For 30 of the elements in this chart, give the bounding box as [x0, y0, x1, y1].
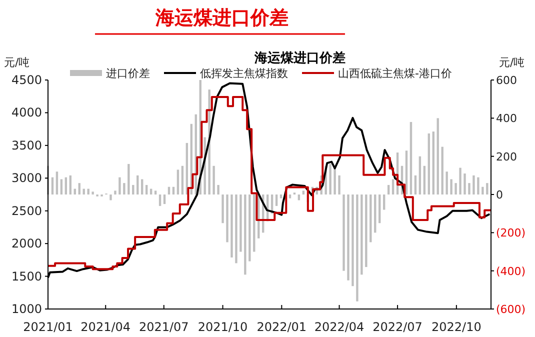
y2-tick-label: (400): [496, 264, 526, 278]
y2-tick-label: 400: [496, 112, 517, 126]
legend-label: 山西低硫主焦煤-港口价: [338, 67, 452, 80]
x-tick-label: 2022/04: [314, 320, 364, 334]
y-tick-label: 2500: [11, 204, 42, 218]
y2-tick-label: 600: [496, 74, 517, 87]
y-tick-label: 4000: [11, 106, 42, 120]
y-axis-title: 元/吨: [4, 56, 30, 69]
chart-subtitle: 海运煤进口价差: [254, 50, 346, 66]
y2-tick-label: (200): [496, 226, 526, 240]
y-tick-label: 3000: [11, 171, 42, 186]
y-tick-label: 3500: [11, 138, 42, 152]
x-tick-label: 2021/10: [198, 320, 248, 334]
x-tick-label: 2021/07: [138, 320, 189, 334]
x-tick-label: 2022/07: [372, 320, 422, 334]
y-tick-label: 2000: [11, 236, 42, 251]
y2-tick-label: (600): [496, 303, 526, 316]
legend-label: 进口价差: [106, 67, 150, 80]
x-tick-label: 2022/01: [256, 320, 307, 334]
x-tick-label: 2021/01: [23, 320, 73, 334]
legend-label: 低挥发主焦煤指数: [200, 67, 288, 80]
y-tick-label: 1500: [11, 269, 42, 284]
y-tick-label: 4500: [11, 73, 42, 87]
x-tick-label: 2022/10: [432, 320, 482, 334]
y-tick-label: 1000: [11, 302, 42, 316]
y2-tick-label: 0: [496, 188, 503, 202]
chart-title: 海运煤进口价差: [154, 7, 288, 29]
y2-tick-label: 200: [496, 150, 517, 164]
x-tick-label: 2021/04: [80, 320, 131, 334]
y2-axis-title: 元/吨: [499, 56, 525, 69]
